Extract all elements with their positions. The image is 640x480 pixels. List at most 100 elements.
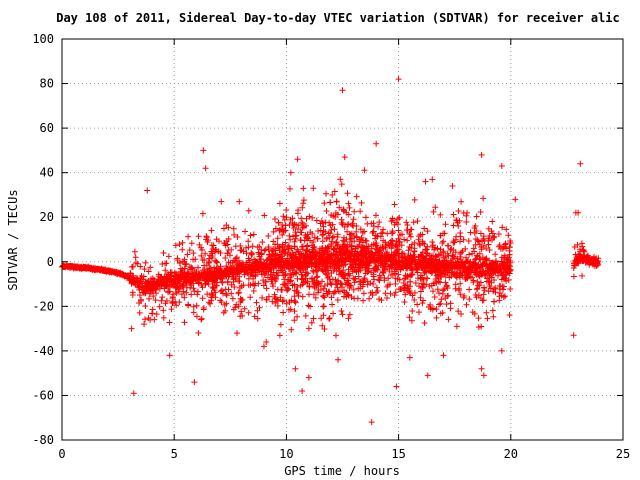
data-point: [300, 266, 307, 273]
data-point: [129, 289, 136, 296]
data-point: [230, 306, 237, 313]
data-point: [449, 252, 456, 259]
data-point: [466, 286, 473, 293]
outlier-point: [292, 365, 299, 372]
data-point: [416, 233, 423, 240]
data-point: [146, 295, 153, 302]
data-point: [491, 298, 498, 305]
outlier-point: [144, 187, 151, 194]
data-point: [370, 280, 377, 287]
data-point: [382, 290, 389, 297]
data-point: [416, 242, 423, 249]
data-point: [424, 275, 431, 282]
data-point: [415, 283, 422, 290]
data-point: [445, 316, 452, 323]
data-point: [365, 250, 372, 257]
data-point: [446, 274, 453, 281]
data-point: [381, 275, 388, 282]
data-point: [467, 229, 474, 236]
data-point: [304, 248, 311, 255]
data-point: [441, 230, 448, 237]
data-point: [377, 233, 384, 240]
data-point: [336, 204, 343, 211]
data-point: [235, 290, 242, 297]
data-point: [507, 240, 514, 247]
data-point: [248, 251, 255, 258]
data-point: [485, 237, 492, 244]
data-point: [207, 300, 214, 307]
data-point: [346, 311, 353, 318]
data-point: [334, 231, 341, 238]
data-point: [370, 271, 377, 278]
data-point: [284, 286, 291, 293]
data-point: [353, 193, 360, 200]
data-point: [308, 260, 315, 267]
data-point: [481, 287, 488, 294]
data-point: [194, 288, 201, 295]
data-point: [344, 222, 351, 229]
data-point: [130, 272, 137, 279]
data-point: [293, 283, 300, 290]
data-point: [419, 240, 426, 247]
data-point: [347, 264, 354, 271]
data-point: [150, 279, 157, 286]
data-point: [209, 283, 216, 290]
data-point: [322, 270, 329, 277]
data-point: [373, 284, 380, 291]
data-point: [372, 264, 379, 271]
data-point: [194, 275, 201, 282]
data-point: [247, 232, 254, 239]
data-point: [233, 262, 240, 269]
data-point: [309, 278, 316, 285]
data-point: [507, 267, 514, 274]
data-point: [130, 279, 137, 286]
data-point: [305, 325, 312, 332]
x-tick-label: 15: [391, 447, 405, 461]
data-point: [311, 284, 318, 291]
data-point: [141, 266, 148, 273]
data-point: [311, 243, 318, 250]
data-point: [324, 290, 331, 297]
outlier-point: [512, 196, 519, 203]
data-point: [180, 288, 187, 295]
data-point: [338, 219, 345, 226]
data-point: [376, 296, 383, 303]
data-point: [395, 227, 402, 234]
data-point: [344, 190, 351, 197]
data-point: [327, 230, 334, 237]
data-point: [234, 234, 241, 241]
data-point: [343, 244, 350, 251]
data-point: [471, 224, 478, 231]
data-point: [169, 299, 176, 306]
data-point: [401, 236, 408, 243]
data-point: [451, 269, 458, 276]
data-point: [456, 238, 463, 245]
data-point: [422, 259, 429, 266]
data-point: [432, 204, 439, 211]
data-point: [479, 237, 486, 244]
data-point: [419, 300, 426, 307]
data-point: [421, 319, 428, 326]
data-point: [330, 290, 337, 297]
data-point: [268, 271, 275, 278]
data-point: [217, 263, 224, 270]
data-point: [310, 239, 317, 246]
data-point: [331, 226, 338, 233]
data-point: [185, 233, 192, 240]
data-point: [237, 243, 244, 250]
data-point: [269, 280, 276, 287]
data-point: [409, 307, 416, 314]
data-point: [480, 291, 487, 298]
data-point: [187, 279, 194, 286]
data-point: [314, 235, 321, 242]
data-point: [288, 326, 295, 333]
data-point: [457, 253, 464, 260]
data-point: [360, 297, 367, 304]
data-point: [342, 252, 349, 259]
data-point: [272, 225, 279, 232]
data-point: [384, 295, 391, 302]
data-point: [472, 292, 479, 299]
data-point: [144, 285, 151, 292]
data-point: [366, 259, 373, 266]
